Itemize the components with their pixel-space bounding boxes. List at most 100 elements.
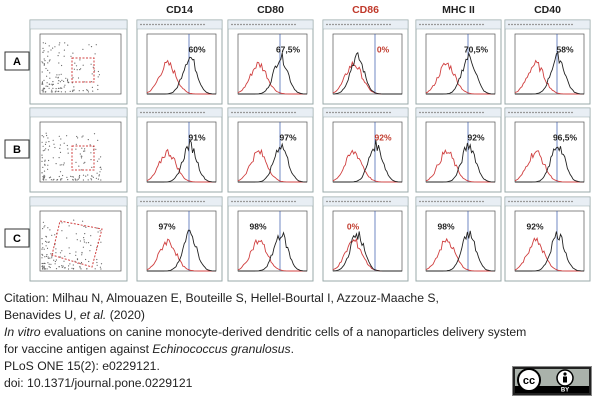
scatter-dot bbox=[59, 151, 62, 153]
scatter-dot bbox=[58, 157, 60, 159]
scatter-dot bbox=[76, 239, 78, 241]
scatter-dot bbox=[61, 164, 63, 166]
column-header: CD80 bbox=[257, 4, 284, 16]
percentage: 0% bbox=[377, 44, 390, 54]
scatter-dot bbox=[44, 149, 46, 151]
histogram-curve bbox=[147, 56, 217, 95]
scatter-dot bbox=[50, 263, 52, 265]
scatter-dot bbox=[45, 179, 47, 181]
scatter-dot bbox=[86, 268, 88, 270]
scatter-dot bbox=[72, 264, 74, 266]
scatter-dot bbox=[76, 259, 79, 261]
row-label-box bbox=[4, 139, 30, 159]
text: for vaccine antigen against bbox=[4, 342, 153, 356]
scatter-dot bbox=[80, 155, 82, 157]
scatter-dot bbox=[45, 245, 47, 247]
scatter-dot bbox=[47, 137, 49, 139]
scatter-dot bbox=[72, 77, 74, 79]
histogram-curve bbox=[426, 142, 496, 183]
histogram-curve bbox=[426, 230, 496, 272]
scatter-dot bbox=[72, 179, 74, 181]
plot-area bbox=[146, 121, 217, 183]
scatter-dot bbox=[45, 67, 47, 70]
scatter-dot bbox=[41, 262, 43, 265]
scatter-dot bbox=[89, 144, 91, 146]
scatter-dot bbox=[80, 157, 83, 159]
scatter-dot bbox=[43, 262, 46, 264]
scatter-dot bbox=[53, 143, 55, 145]
scatter-dot bbox=[81, 136, 83, 138]
scatter-dot bbox=[82, 64, 84, 66]
scatter-dot bbox=[92, 176, 94, 178]
scatter-dot bbox=[67, 148, 69, 150]
scatter-dot bbox=[96, 227, 98, 229]
scatter-dot bbox=[54, 263, 56, 265]
scatter-dot bbox=[46, 75, 48, 77]
plot-area bbox=[237, 210, 308, 272]
histogram-curve bbox=[515, 51, 585, 95]
scatter-dot bbox=[41, 248, 43, 250]
scatter-dot bbox=[67, 78, 69, 80]
scatter-dot bbox=[47, 55, 49, 57]
column-header: MHC II bbox=[442, 4, 475, 16]
scatter-dot bbox=[55, 252, 57, 254]
scatter-dot bbox=[57, 77, 59, 79]
scatter-dot bbox=[42, 166, 44, 168]
scatter-dot bbox=[76, 135, 78, 138]
scatter-dot bbox=[41, 89, 43, 91]
scatter-dot bbox=[88, 260, 90, 263]
percentage: 67,5% bbox=[276, 44, 301, 54]
scatter-dot bbox=[43, 50, 45, 52]
scatter-dot bbox=[71, 176, 73, 178]
histogram-curve bbox=[515, 231, 585, 272]
scatter-dot bbox=[66, 79, 69, 82]
scatter-dot bbox=[41, 243, 44, 245]
scatter-dot bbox=[49, 176, 52, 178]
scatter-dot bbox=[61, 178, 63, 180]
scatter-dot bbox=[80, 268, 82, 270]
percentage: 92% bbox=[526, 221, 543, 231]
scatter-dot bbox=[78, 90, 80, 92]
scatter-dot bbox=[60, 138, 62, 140]
scatter-dot bbox=[100, 179, 102, 181]
scatter-dot bbox=[46, 134, 48, 137]
histogram-curve bbox=[238, 52, 308, 95]
scatter-dot bbox=[42, 89, 44, 91]
scatter-dot bbox=[47, 149, 50, 151]
scatter-dot bbox=[50, 179, 53, 181]
scatter-dot bbox=[59, 42, 61, 44]
scatter-dot bbox=[51, 84, 54, 86]
scatter-dot bbox=[47, 256, 49, 258]
scatter-dot bbox=[43, 265, 45, 267]
scatter-dot bbox=[64, 91, 66, 93]
scatter-dot bbox=[75, 161, 77, 163]
scatter-dot bbox=[59, 171, 62, 173]
histogram-curve bbox=[333, 140, 403, 183]
scatter-dot bbox=[49, 229, 51, 231]
scatter-dot bbox=[87, 174, 89, 176]
row-label: C bbox=[13, 233, 21, 245]
histogram-curve bbox=[332, 231, 402, 272]
scatter-dot bbox=[42, 178, 44, 180]
scatter-dot bbox=[75, 254, 77, 256]
row-label-box bbox=[4, 228, 30, 248]
citation-line: Citation: Milhau N, Almouazen E, Bouteil… bbox=[4, 291, 439, 305]
scatter-dot bbox=[98, 174, 100, 176]
scatter-dot bbox=[43, 79, 45, 81]
scatter-dot bbox=[41, 141, 43, 143]
scatter-dot bbox=[43, 174, 45, 176]
by-icon bbox=[563, 376, 567, 383]
scatter-dot bbox=[95, 148, 97, 150]
panel-titlebar bbox=[29, 196, 128, 207]
scatter-dot bbox=[63, 260, 65, 262]
scatter-dot bbox=[84, 148, 86, 150]
scatter-dot bbox=[42, 145, 44, 147]
panel-titlebar bbox=[29, 19, 128, 30]
scatter-dot bbox=[93, 133, 96, 135]
plot-area bbox=[514, 210, 585, 272]
scatter-dot bbox=[45, 85, 47, 87]
scatter-dot bbox=[42, 221, 45, 223]
scatter-dot bbox=[68, 225, 70, 227]
percentage: 70,5% bbox=[464, 44, 489, 54]
scatter-dot bbox=[53, 178, 55, 180]
